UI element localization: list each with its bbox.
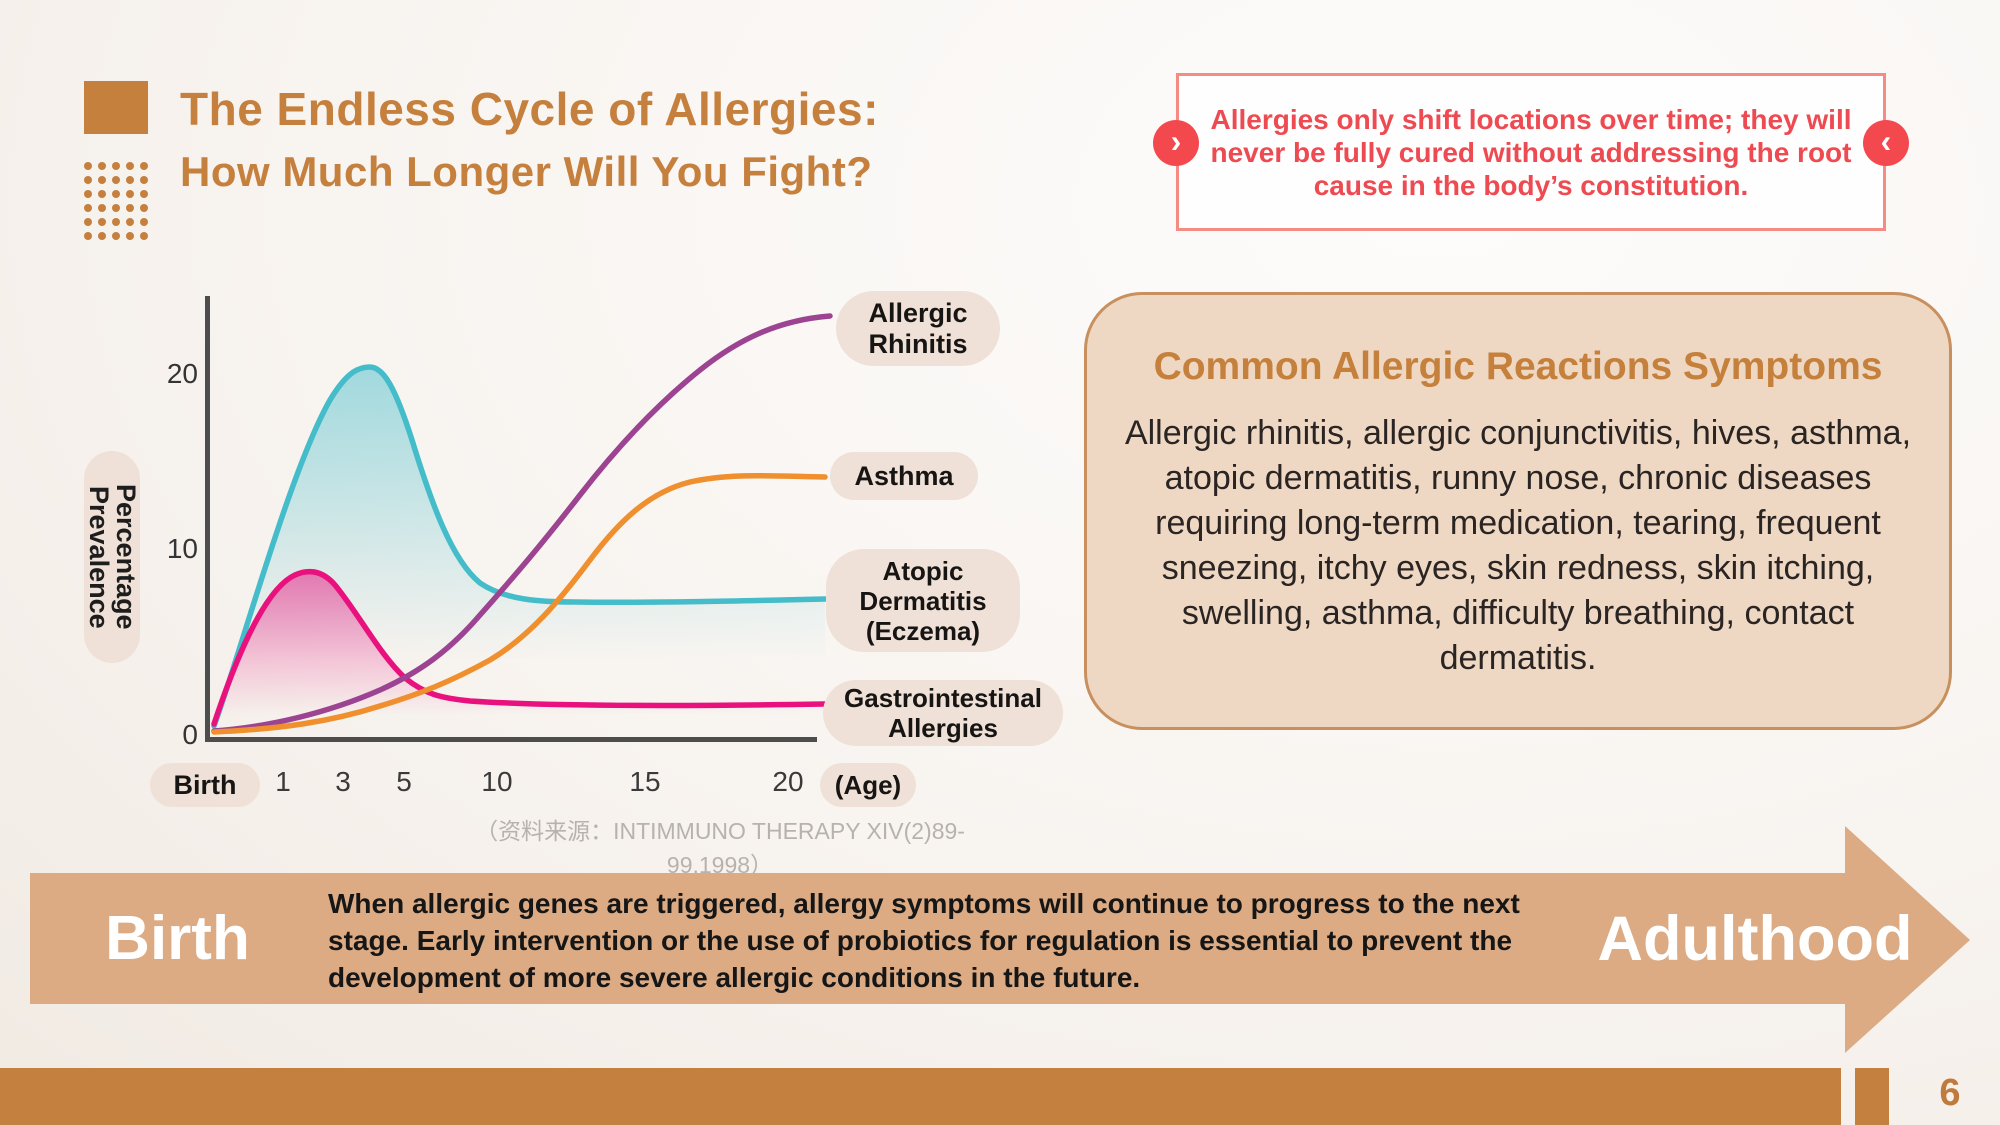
series-label-gastrointestinal: Gastrointestinal Allergies [823, 680, 1063, 746]
page-title: The Endless Cycle of Allergies: [180, 83, 879, 135]
x-tick-10: 10 [481, 766, 513, 797]
key-message-text: Allergies only shift locations over time… [1210, 103, 1852, 201]
x-tick-15: 15 [629, 766, 661, 797]
x-tick-5: 5 [396, 766, 412, 797]
x-tick-3: 3 [335, 766, 351, 797]
y-tick-20: 20 [166, 358, 198, 389]
x-axis-line [205, 737, 817, 742]
timeline-end-label: Adulthood [1597, 903, 1913, 974]
series-label-atopic-dermatitis: Atopic Dermatitis (Eczema) [826, 549, 1020, 652]
y-axis-label-pill: Prevalence Percentage [84, 451, 141, 663]
symptoms-box-body: Allergic rhinitis, allergic conjunctivit… [1124, 414, 1912, 677]
x-tick-1: 1 [275, 766, 291, 797]
allergic-rhinitis-curve [211, 313, 833, 734]
timeline-banner [30, 873, 1845, 1004]
chevron-right-button[interactable]: › [1153, 120, 1199, 166]
symptoms-box-title: Common Allergic Reactions Symptoms [1153, 345, 1883, 388]
key-message-callout: Allergies only shift locations over time… [1176, 73, 1886, 231]
atopic-dermatitis-curve [211, 364, 828, 729]
asthma-curve [211, 472, 828, 735]
series-label-asthma: Asthma [830, 452, 978, 500]
page-number: 6 [1939, 1072, 1961, 1114]
title-dots-decoration [84, 162, 148, 240]
x-axis-unit-pill: (Age) [820, 763, 916, 807]
symptoms-box: Common Allergic Reactions Symptoms Aller… [1084, 292, 1952, 730]
footer-accent-square [1855, 1068, 1889, 1125]
y-tick-10: 10 [166, 533, 198, 564]
chevron-left-button[interactable]: ‹ [1863, 120, 1909, 166]
y-axis-line [205, 296, 210, 742]
timeline-start-label: Birth [105, 904, 250, 973]
gastro-curve [211, 568, 828, 727]
footer-bar [0, 1068, 1841, 1125]
timeline-description: When allergic genes are triggered, aller… [328, 888, 1520, 993]
y-tick-0: 0 [182, 719, 198, 750]
allergy-prevalence-chart [205, 296, 833, 742]
title-accent-square [84, 81, 148, 134]
series-label-allergic-rhinitis: Allergic Rhinitis [836, 291, 1000, 366]
x-tick-20: 20 [772, 766, 804, 797]
chevron-right-icon: › [1170, 123, 1182, 159]
chevron-left-icon: ‹ [1880, 123, 1892, 159]
chart-source-citation: （资料来源：INTIMMUNO THERAPY XIV(2)89-99.1998… [475, 818, 965, 878]
timeline-arrow-head [1845, 826, 1970, 1053]
page-subtitle: How Much Longer Will You Fight? [180, 148, 873, 195]
x-tick-birth: Birth [150, 763, 260, 807]
y-axis-label: Prevalence Percentage [84, 484, 141, 630]
